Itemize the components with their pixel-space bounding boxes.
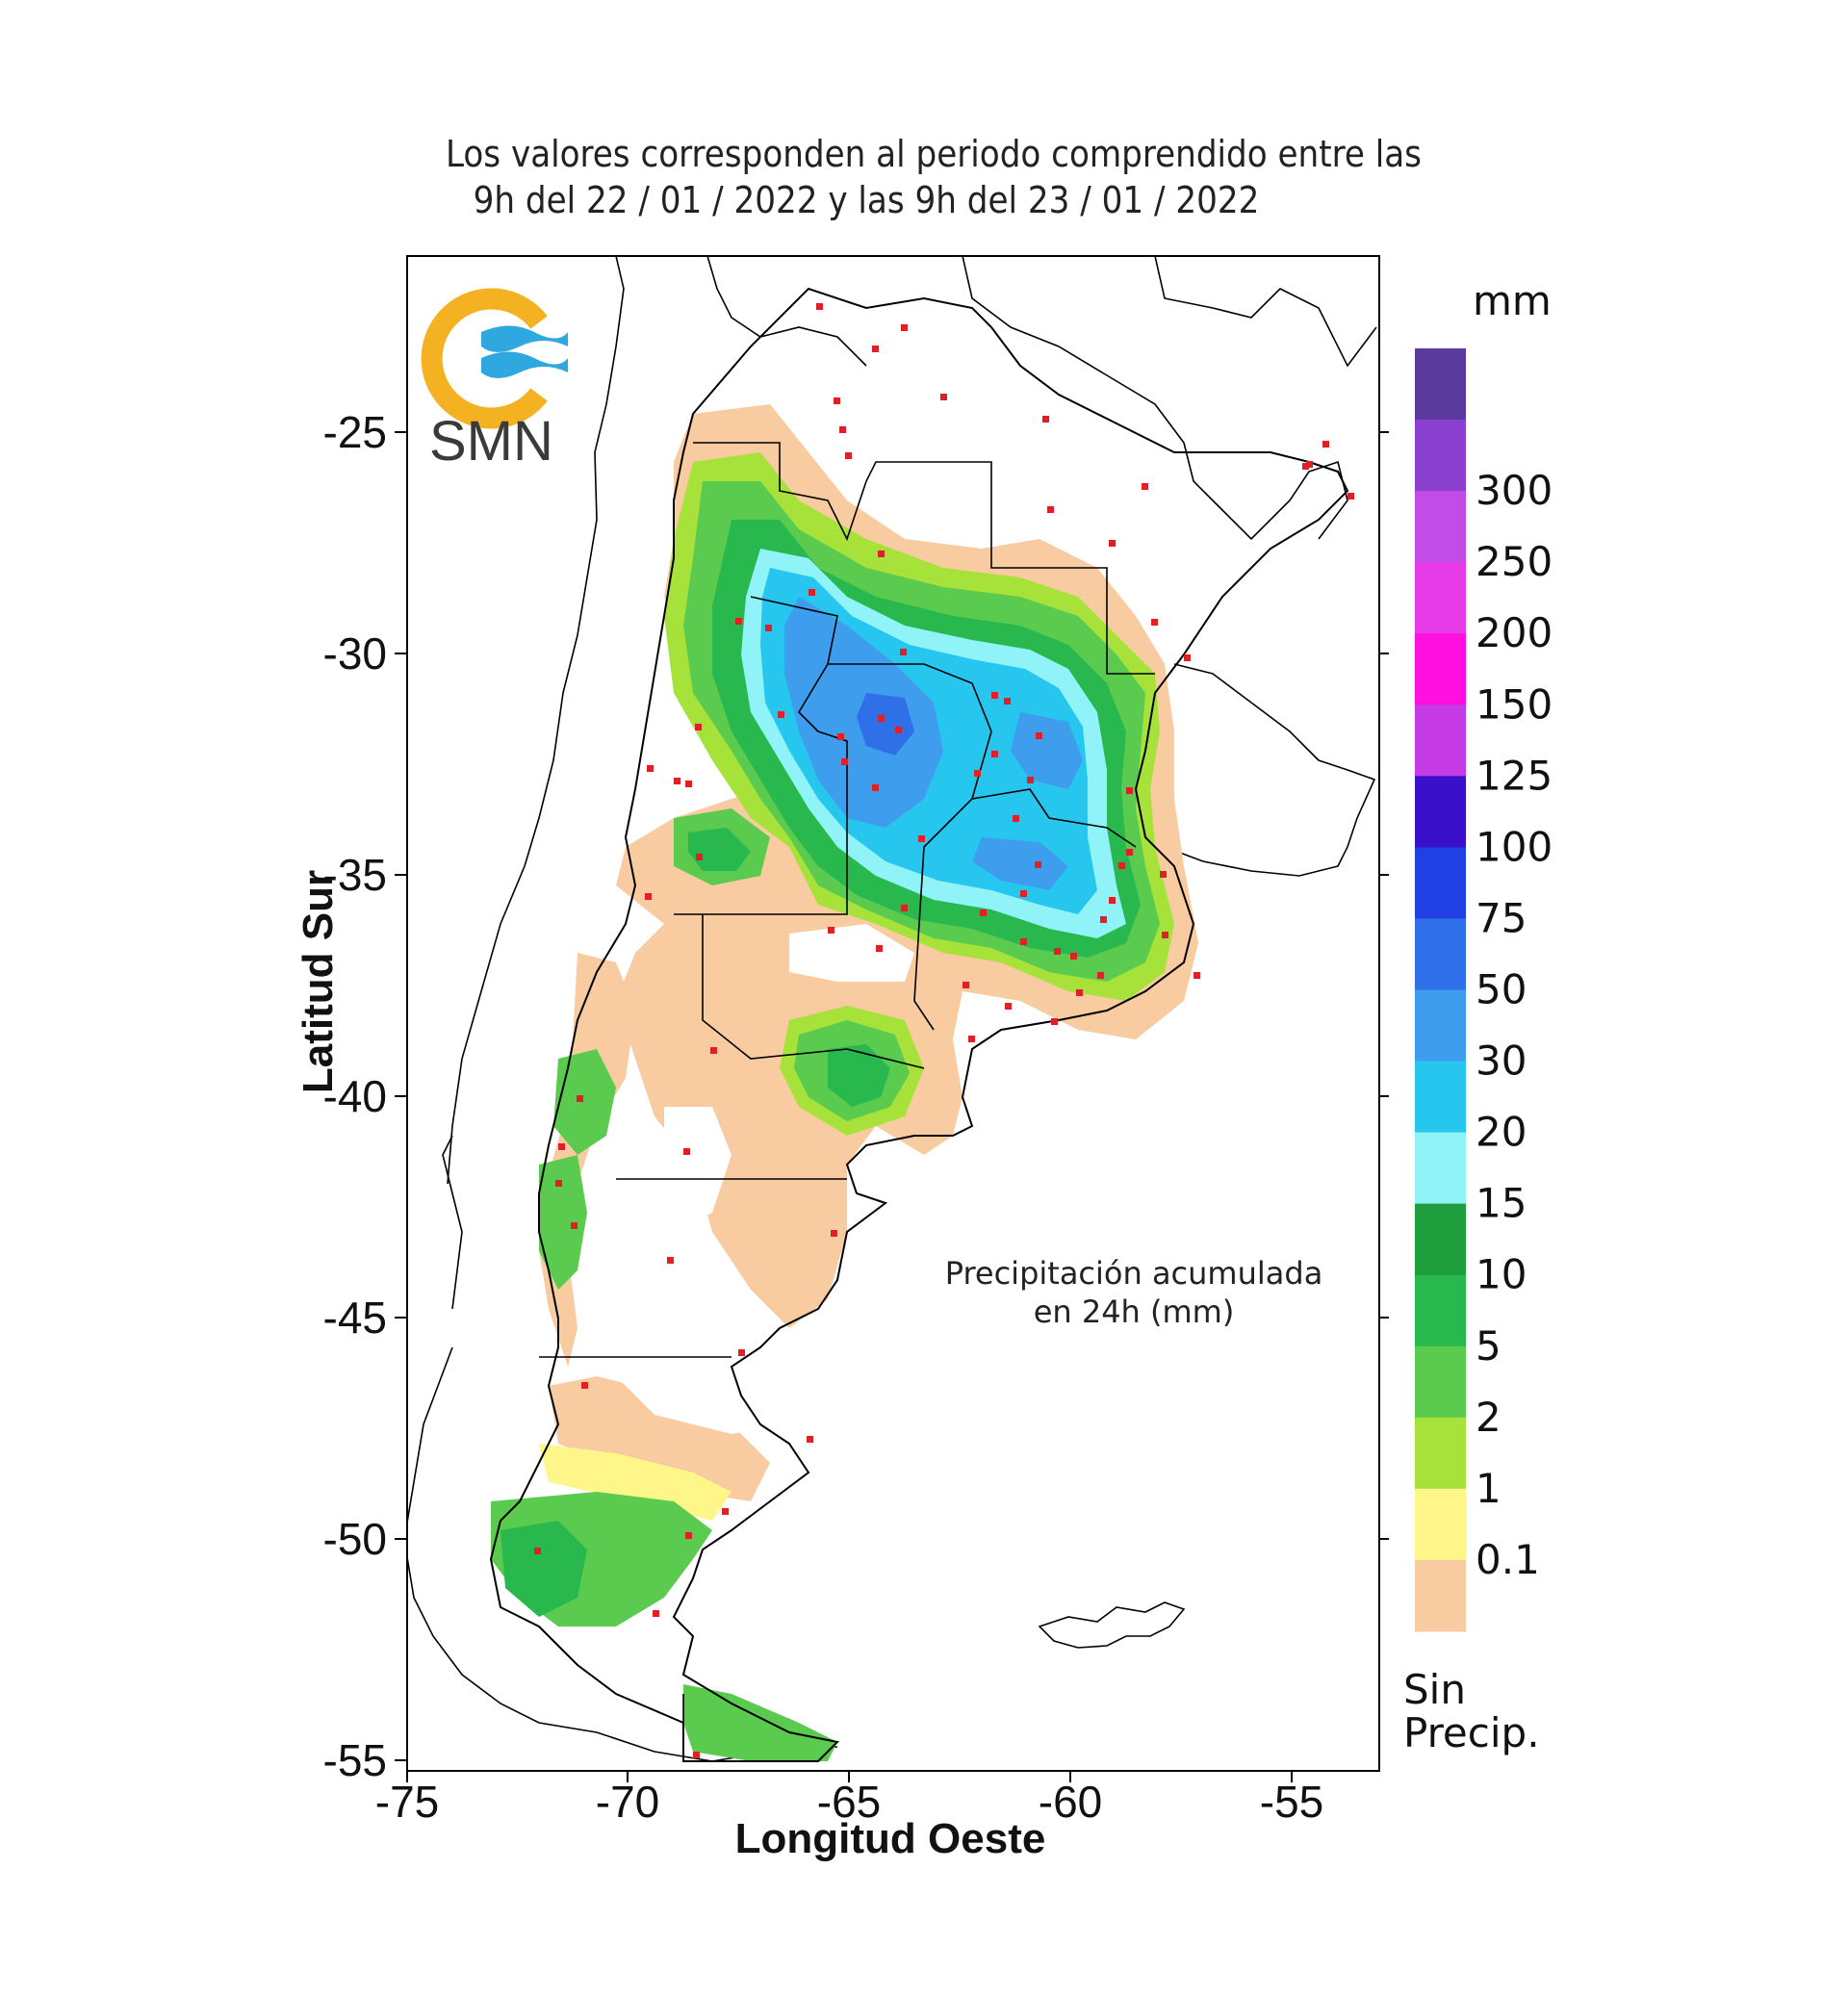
legend-swatch [1415,420,1466,492]
malvinas-islands [1038,1601,1186,1649]
legend-swatch [1415,918,1466,990]
title-line-1: Los valores corresponden al periodo comp… [446,133,1422,175]
y-tick-label: -25 [323,407,387,457]
y-tick-label: -50 [323,1514,387,1564]
legend-label: 100 [1476,823,1553,870]
smn-logo: SMN [421,288,568,473]
legend-labels: 300 250 200 150 125 100 75 50 30 20 15 10 5 2 1 0.1 [1476,467,1553,1583]
x-tick-label: -60 [1039,1777,1102,1827]
legend-label: 250 [1476,538,1553,585]
legend-no-precip-line-1: Sin [1403,1666,1466,1713]
y-tick-label: -45 [323,1293,387,1343]
legend-label: 150 [1476,680,1553,728]
legend-swatch [1415,1132,1466,1205]
legend-label: 30 [1476,1037,1527,1085]
legend-label: 75 [1476,894,1527,941]
argentina-outline [489,287,1349,1762]
province-borders [539,442,1155,1761]
logo-wave-icon [481,351,568,378]
y-tick-labels: -25 -30 -35 -40 -45 -50 -55 [323,407,387,1785]
legend-label: 0.1 [1476,1536,1540,1583]
legend-label: 50 [1476,966,1527,1013]
legend-label: 200 [1476,609,1553,656]
legend-label: 5 [1476,1322,1502,1370]
legend-swatch [1415,1061,1466,1134]
x-axis-title: Longitud Oeste [735,1815,1046,1862]
legend-swatch [1415,1488,1466,1561]
title-line-2: 9h del 22 / 01 / 2022 y las 9h del 23 / … [473,179,1260,221]
y-tick-label: -40 [323,1071,387,1121]
x-tick-label: -55 [1260,1777,1323,1827]
legend-label: 1 [1476,1465,1502,1512]
legend-label: 2 [1476,1394,1502,1441]
legend-swatch [1415,348,1466,421]
x-tick-label: -70 [596,1777,659,1827]
legend-swatch [1415,847,1466,919]
legend-swatch [1415,776,1466,848]
legend-swatch [1415,1345,1466,1419]
annotation-line-1: Precipitación acumulada [945,1255,1323,1292]
legend-no-precip-line-2: Precip. [1403,1709,1540,1756]
station-dots [534,303,1354,1758]
legend-swatch [1415,1417,1466,1490]
legend-swatch [1415,633,1466,705]
logo-ring-icon [421,288,548,429]
legend-label: 20 [1476,1109,1527,1156]
logo-text: SMN [429,410,553,473]
precip-fields [491,404,1198,1761]
x-tick-labels: -75 -70 -65 -60 -55 [375,1777,1323,1827]
legend-swatch [1415,562,1466,634]
legend-label: 125 [1476,752,1553,799]
y-axis-title: Latitud Sur [295,870,342,1093]
legend-swatch [1415,704,1466,777]
annotation-line-2: en 24h (mm) [1034,1294,1235,1330]
neighbour-borders [407,256,1377,1762]
legend-swatch [1415,989,1466,1063]
x-tick-label: -65 [817,1777,881,1827]
legend-unit: mm [1473,277,1552,324]
logo-wave-icon [481,325,568,352]
legend-label: 15 [1476,1180,1527,1227]
y-tick-label: -35 [323,850,387,900]
legend-swatch [1415,491,1466,563]
x-tick-label: -75 [375,1777,439,1827]
y-tick-label: -30 [323,628,387,679]
legend: mm 3002502001501251007550302015105210.1 … [1403,277,1553,1756]
axis-ticks [395,431,1389,1782]
legend-swatch [1415,1559,1466,1632]
legend-swatch [1415,1203,1466,1276]
legend-label: 300 [1476,467,1553,514]
y-tick-label: -55 [323,1735,387,1785]
legend-color-bar [1415,348,1466,1632]
legend-swatch [1415,1274,1466,1347]
legend-label: 10 [1476,1251,1527,1298]
